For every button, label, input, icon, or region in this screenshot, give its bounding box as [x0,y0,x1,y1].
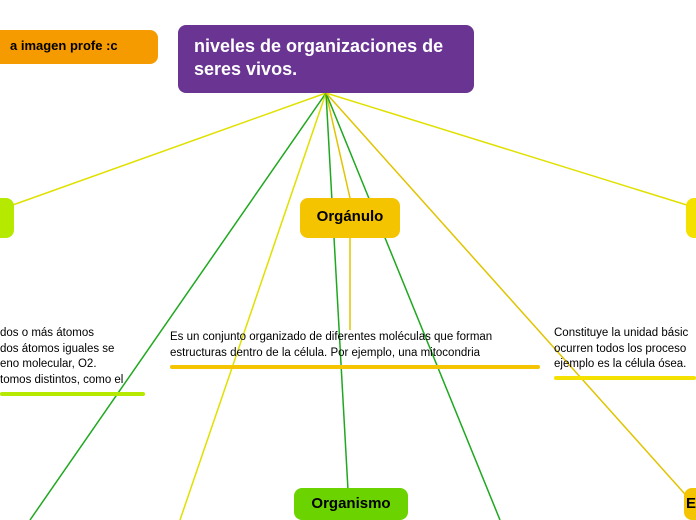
desc-organulo: Es un conjunto organizado de diferentes … [170,330,540,361]
desc-left-cut: dos o más átomos dos átomos iguales se e… [0,326,160,388]
node-right-cut [686,198,696,238]
node-organismo: Organismo [294,488,408,520]
node-left-cut [0,198,14,238]
underline-right-cut [554,376,696,380]
underline-organulo [170,365,540,369]
underline-left-cut [0,392,145,396]
node-bottom-right-cut: E [684,488,696,520]
aux-note-node: a imagen profe :c [0,30,158,64]
node-organulo: Orgánulo [300,198,400,238]
root-node: niveles de organizaciones de seres vivos… [178,25,474,93]
diagram-canvas: niveles de organizaciones de seres vivos… [0,0,696,520]
desc-right-cut: Constituye la unidad básic ocurren todos… [554,326,696,373]
